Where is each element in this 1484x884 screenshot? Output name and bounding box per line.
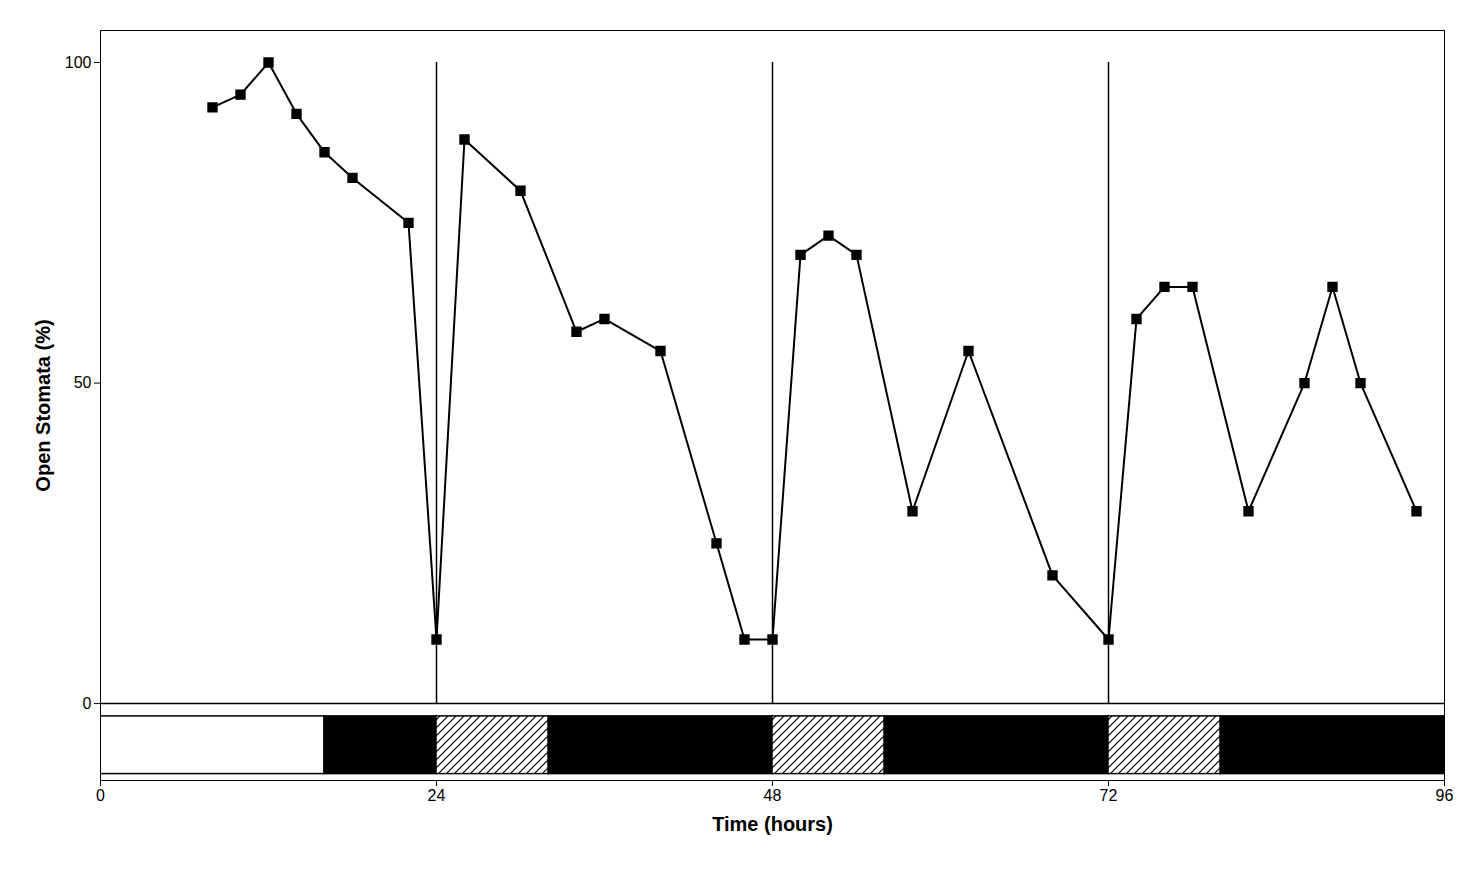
svg-text:0: 0 [96,787,105,804]
svg-text:96: 96 [1436,787,1454,804]
svg-text:48: 48 [764,787,782,804]
svg-text:Time (hours): Time (hours) [712,813,833,835]
svg-text:72: 72 [1100,787,1118,804]
svg-text:100: 100 [65,54,92,71]
svg-text:50: 50 [74,374,92,391]
svg-text:0: 0 [83,695,92,712]
svg-text:Open Stomata (%): Open Stomata (%) [32,319,54,491]
svg-text:24: 24 [428,787,446,804]
